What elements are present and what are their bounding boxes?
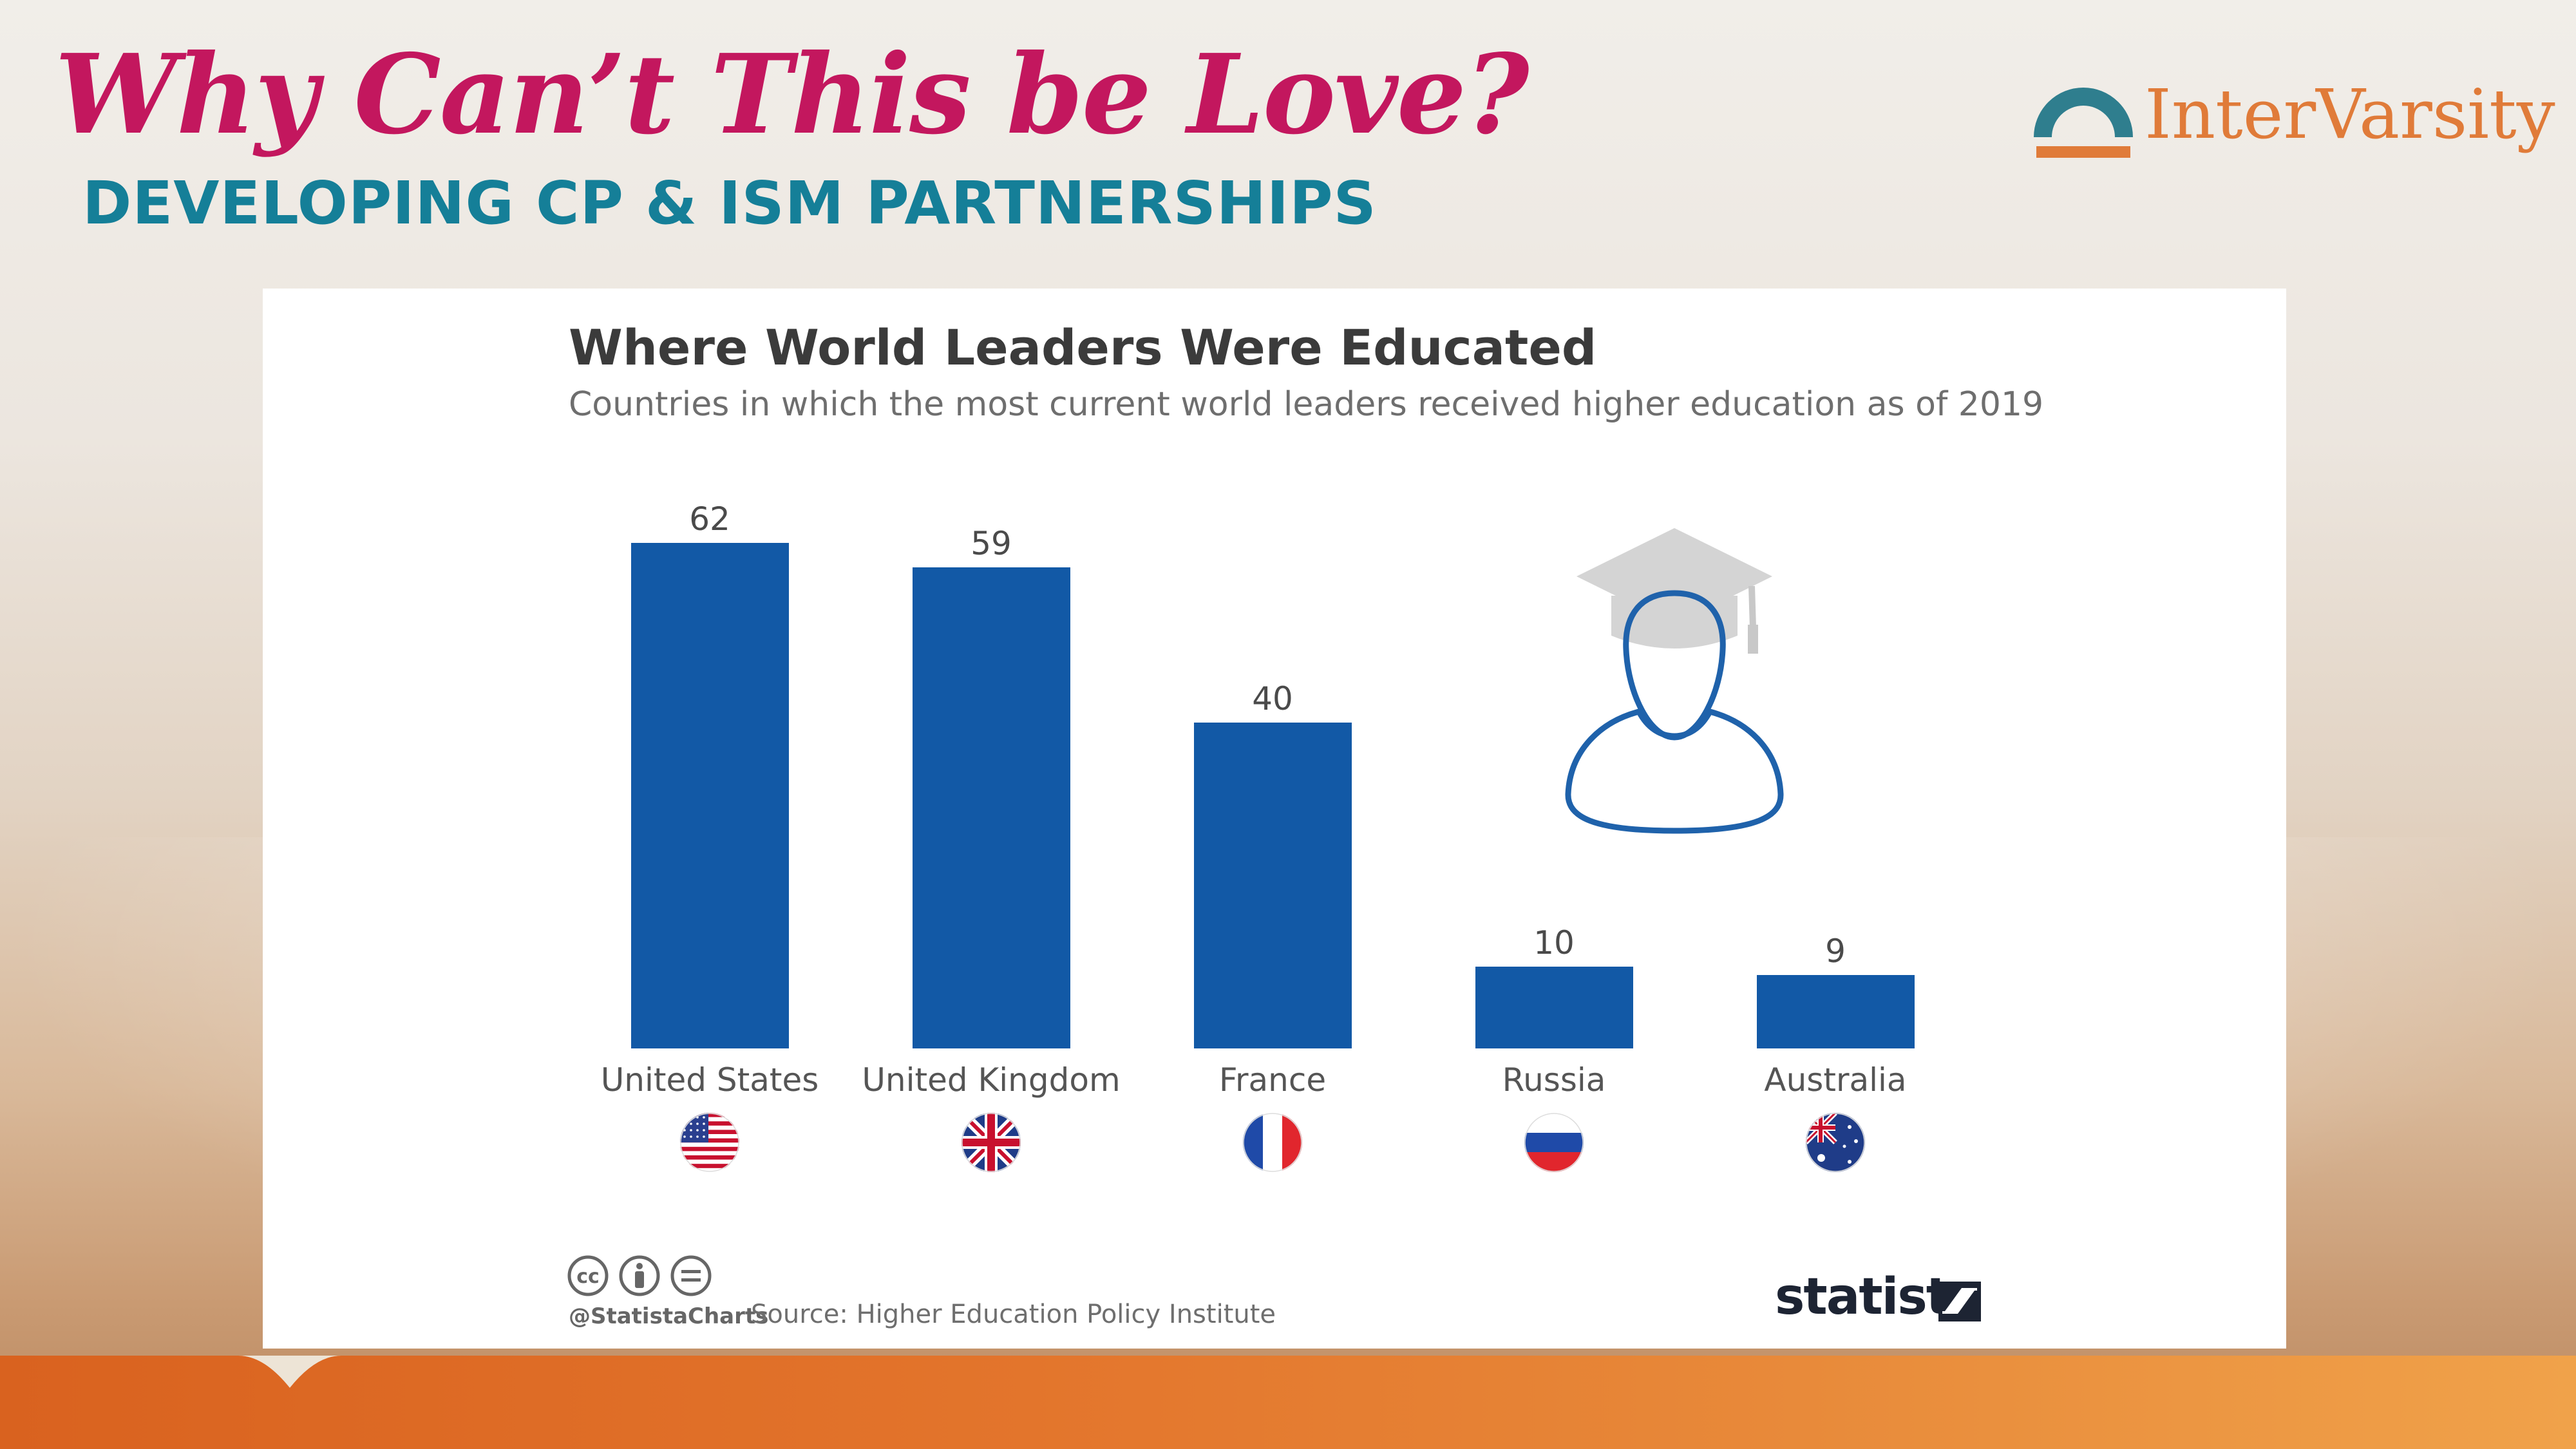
intervarsity-logo-icon — [2034, 88, 2133, 158]
category-label-united-kingdom: United Kingdom — [862, 1061, 1121, 1099]
category-label-russia: Russia — [1502, 1061, 1606, 1099]
australia-flag-icon — [1806, 1113, 1865, 1172]
footer-notch — [238, 1356, 341, 1388]
statista-handle: @StatistaCharts — [569, 1303, 769, 1329]
chart-title: Where World Leaders Were Educated — [569, 319, 1597, 376]
graduate-icon — [1565, 528, 1784, 834]
bar-value-united-states: 62 — [689, 500, 730, 538]
chart-subtitle: Countries in which the most current worl… — [569, 385, 2044, 424]
uk-flag-icon — [961, 1113, 1021, 1172]
svg-text:cc: cc — [576, 1265, 600, 1288]
bar-value-australia: 9 — [1825, 933, 1846, 971]
slide-subtitle: DEVELOPING CP & ISM PARTNERSHIPS — [82, 169, 1377, 238]
bar-united-kingdom — [912, 567, 1070, 1048]
bar-value-united-kingdom: 59 — [971, 524, 1012, 562]
russia-flag-icon — [1524, 1113, 1584, 1172]
creative-commons-icons: cc — [567, 1255, 712, 1296]
slide-title: Why Can’t This be Love? — [55, 30, 1530, 159]
intervarsity-wordmark: InterVarsity — [2145, 75, 2555, 154]
bar-australia — [1756, 975, 1915, 1048]
bar-russia — [1475, 967, 1633, 1048]
statista-logo-icon — [1938, 1282, 1981, 1321]
category-label-australia: Australia — [1764, 1061, 1907, 1099]
intervarsity-logo: InterVarsity — [2029, 68, 2555, 177]
footer-band — [0, 1356, 2576, 1449]
bar-france — [1193, 722, 1352, 1048]
category-label-france: France — [1218, 1061, 1327, 1099]
bar-value-russia: 10 — [1533, 924, 1575, 962]
chart-source: Source: Higher Education Policy Institut… — [751, 1300, 1276, 1329]
bar-value-france: 40 — [1252, 679, 1293, 717]
category-label-united-states: United States — [600, 1061, 819, 1099]
france-flag-icon — [1243, 1113, 1302, 1172]
us-flag-icon — [680, 1113, 739, 1172]
bar-united-states — [630, 543, 789, 1048]
